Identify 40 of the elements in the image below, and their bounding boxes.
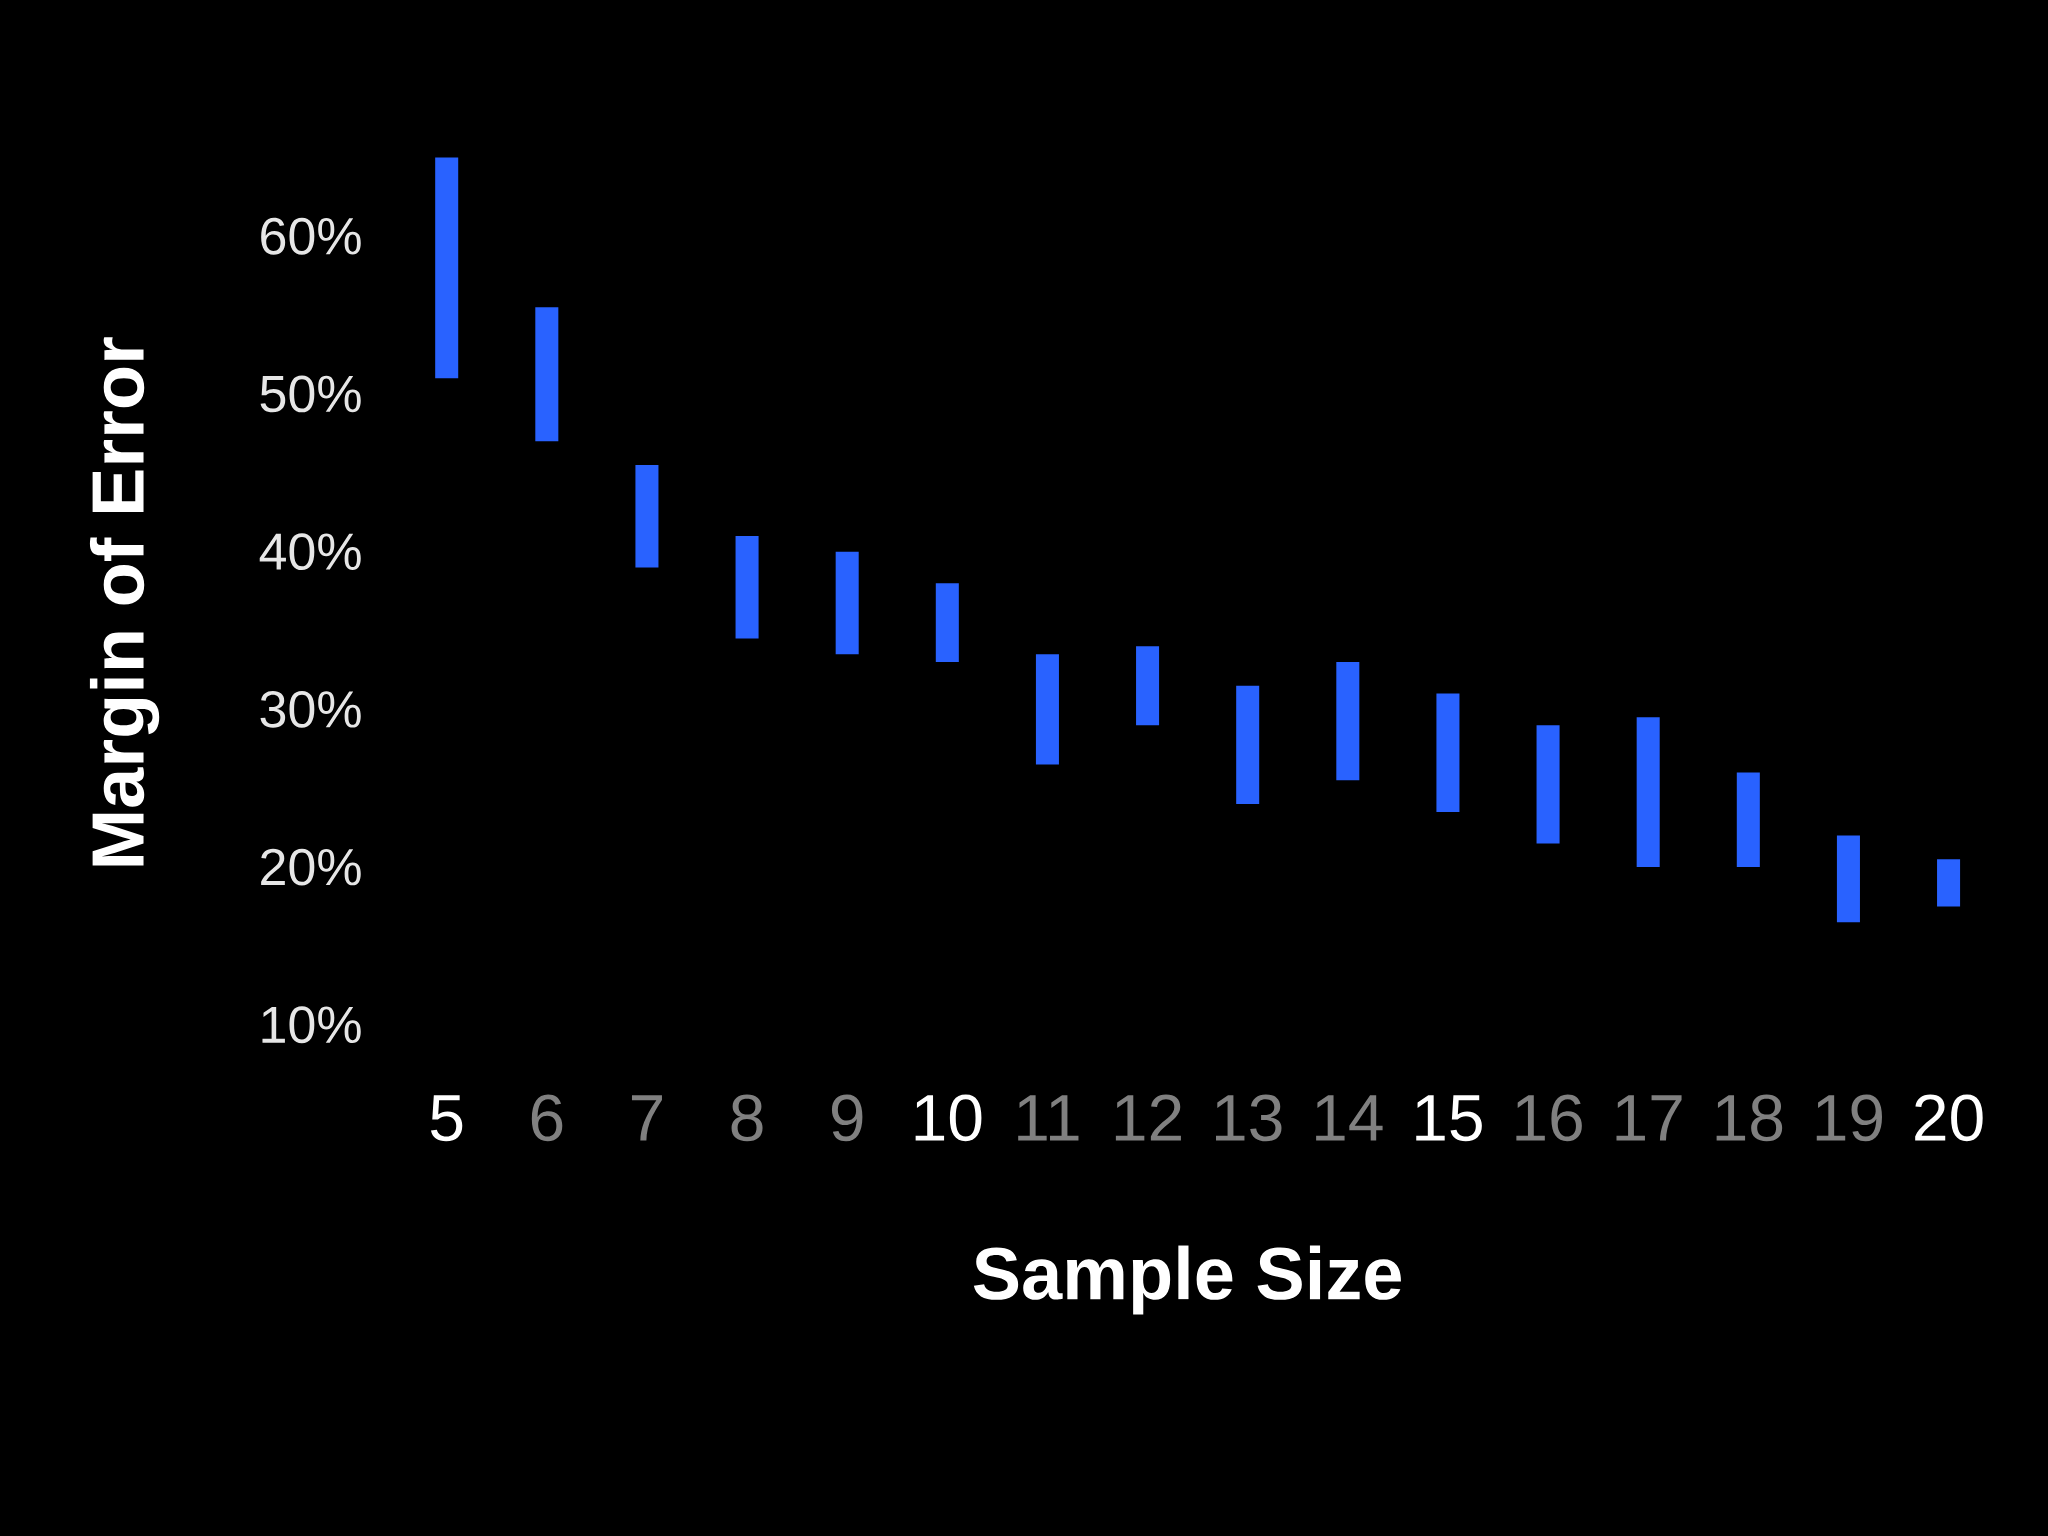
bar xyxy=(1836,835,1860,923)
x-tick-label: 16 xyxy=(1516,1094,1582,1142)
bar xyxy=(535,307,559,442)
x-tick-label: 17 xyxy=(1616,1095,1682,1141)
bar xyxy=(1336,662,1360,781)
x-tick-label: 15 xyxy=(1416,1095,1482,1142)
bar xyxy=(1035,654,1059,765)
bar xyxy=(1736,772,1760,868)
y-tick-label: 30% xyxy=(260,690,361,728)
y-tick-label: 50% xyxy=(260,375,361,413)
bar xyxy=(435,157,459,379)
bar xyxy=(1937,859,1961,907)
x-tick-label: 18 xyxy=(1716,1094,1783,1142)
y-tick-label: 40% xyxy=(259,533,361,571)
y-tick-label: 60% xyxy=(261,217,361,255)
x-tick-label: 9 xyxy=(831,1094,863,1142)
x-tick-label: 5 xyxy=(430,1095,463,1142)
x-tick-label: 7 xyxy=(631,1095,662,1141)
x-tick-label: 14 xyxy=(1316,1095,1383,1141)
bar xyxy=(1436,693,1460,812)
bar xyxy=(1536,725,1560,844)
x-tick-label: 20 xyxy=(1915,1094,1983,1142)
bar xyxy=(1136,646,1160,726)
x-tick-label: 11 xyxy=(1018,1095,1079,1141)
bar xyxy=(635,464,659,568)
y-tick-label: 10% xyxy=(262,1006,361,1044)
bar xyxy=(835,551,859,655)
x-tick-label: 12 xyxy=(1115,1094,1181,1141)
x-tick-label: 10 xyxy=(915,1094,982,1142)
y-axis-title: Margin of Error xyxy=(89,337,160,866)
bar xyxy=(735,535,759,639)
y-tick-label: 20% xyxy=(261,848,361,886)
x-tick-label: 6 xyxy=(531,1094,563,1142)
bar xyxy=(935,583,959,663)
bar xyxy=(1636,717,1660,868)
bar xyxy=(1236,685,1260,804)
x-tick-label: 19 xyxy=(1816,1094,1882,1142)
x-axis-title: Sample Size xyxy=(973,1245,1401,1315)
x-tick-label: 8 xyxy=(731,1094,763,1142)
x-tick-label: 13 xyxy=(1216,1094,1282,1142)
